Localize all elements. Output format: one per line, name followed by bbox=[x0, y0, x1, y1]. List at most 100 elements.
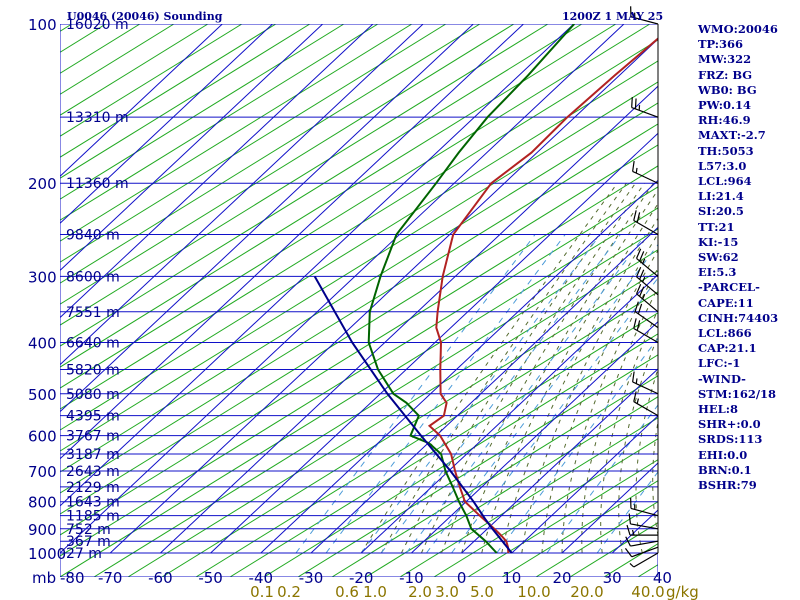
dry-adiabat bbox=[501, 480, 658, 577]
wind-barb-staff bbox=[630, 507, 659, 517]
moist-adiabat bbox=[360, 182, 618, 554]
pressure-tick-label: 1000 bbox=[28, 545, 66, 563]
dry-adiabat bbox=[93, 228, 658, 577]
isotherm bbox=[60, 24, 625, 554]
height-label: 16020 m bbox=[66, 17, 129, 33]
wind-barb-flag bbox=[637, 303, 643, 315]
pressure-tick-label: 600 bbox=[28, 428, 57, 446]
isotherm bbox=[60, 24, 524, 460]
mixing-ratio-label: 5.0 bbox=[470, 583, 494, 600]
pressure-tick-label: 100 bbox=[28, 16, 57, 34]
wind-barb-staff bbox=[634, 311, 659, 329]
pressure-unit-label: mb bbox=[32, 569, 56, 587]
index-item: KI:-15 bbox=[698, 234, 739, 249]
dry-adiabat bbox=[331, 375, 658, 577]
index-item: SI:20.5 bbox=[698, 204, 744, 219]
pressure-tick-label: 700 bbox=[28, 463, 57, 481]
wind-barb-flag bbox=[633, 391, 637, 402]
isotherm bbox=[60, 24, 273, 225]
dry-adiabat bbox=[60, 24, 549, 326]
mixing-ratio-unit: g/kg bbox=[666, 583, 699, 600]
wind-barb-flag bbox=[634, 98, 637, 109]
wind-barb bbox=[625, 536, 659, 547]
wind-barb bbox=[635, 248, 659, 277]
wind-barb-staff bbox=[636, 293, 659, 313]
wind-barb-staff bbox=[631, 107, 659, 118]
dry-adiabat bbox=[467, 459, 658, 577]
mixing-ratio-label: 2.0 bbox=[408, 583, 432, 600]
index-item: MW:322 bbox=[698, 52, 752, 67]
height-labels: 16020 m 13310 m 11360 m 9840 m 8600 m 7551 m 6… bbox=[66, 17, 129, 562]
index-item: BRN:0.1 bbox=[698, 462, 752, 477]
mixing-ratio-label: 3.0 bbox=[435, 583, 459, 600]
height-label: 8600 m bbox=[66, 269, 120, 285]
dry-adiabat bbox=[161, 270, 658, 577]
height-label: 2643 m bbox=[66, 464, 120, 480]
dry-adiabat bbox=[60, 81, 658, 452]
dry-adiabat bbox=[60, 24, 379, 221]
station-title: U0046 (20046) Sounding bbox=[67, 10, 223, 23]
pressure-tick-label: 300 bbox=[28, 268, 57, 286]
background-grid bbox=[60, 24, 658, 577]
dry-adiabat bbox=[60, 24, 311, 179]
moist-adiabat bbox=[420, 182, 645, 554]
isotherm bbox=[60, 24, 424, 366]
wind-barb-staff bbox=[633, 401, 659, 417]
isotherm bbox=[60, 24, 374, 319]
dry-adiabat bbox=[60, 24, 651, 389]
wind-barb bbox=[630, 6, 659, 25]
height-label: 27 m bbox=[66, 546, 102, 562]
wind-barb-halfflag bbox=[636, 398, 640, 404]
mixing-ratio-label: 20.0 bbox=[570, 583, 603, 600]
wind-barb-flag bbox=[628, 513, 632, 525]
index-item: WMO:20046 bbox=[698, 22, 778, 36]
temperature-axis-labels: mb -80 -70 -60 -50 -40 -30 -20 -10 0 10 20 30 40 bbox=[32, 569, 672, 587]
dry-adiabat bbox=[60, 24, 515, 305]
isotherm bbox=[411, 320, 658, 554]
wind-barb-flag bbox=[636, 320, 641, 331]
temperature-tick-label: -20 bbox=[349, 569, 374, 587]
wind-barb-flag bbox=[634, 301, 639, 312]
wind-barb-staff bbox=[633, 552, 659, 568]
index-item: SRDS:113 bbox=[698, 432, 763, 447]
index-item: BSHR:79 bbox=[698, 478, 757, 493]
index-item: EHI:0.0 bbox=[698, 447, 748, 462]
wind-barb-staff bbox=[630, 523, 659, 530]
wind-barb bbox=[635, 266, 659, 296]
wind-barb bbox=[633, 318, 659, 344]
temperature-tick-label: -10 bbox=[399, 569, 424, 587]
index-item: LFC:-1 bbox=[698, 356, 741, 371]
wind-barb bbox=[628, 513, 659, 530]
wind-barb-staff bbox=[633, 219, 659, 236]
index-item: LI:21.4 bbox=[698, 189, 744, 204]
height-label: 11360 m bbox=[66, 176, 129, 192]
wind-barb-halfflag bbox=[642, 276, 646, 283]
wind-barb-staff bbox=[630, 540, 659, 547]
wind-barbs bbox=[624, 6, 659, 568]
wind-barb bbox=[632, 160, 659, 184]
index-item: CINH:74403 bbox=[698, 310, 779, 325]
wind-barb bbox=[626, 524, 658, 536]
height-label: 13310 m bbox=[66, 110, 129, 126]
pressure-tick-label: 500 bbox=[28, 386, 57, 404]
wind-barb-flag bbox=[633, 318, 637, 329]
wind-barb-halfflag bbox=[635, 378, 638, 384]
dry-adiabat bbox=[60, 24, 345, 200]
temperature-tick-label: -70 bbox=[98, 569, 123, 587]
height-label: 2129 m bbox=[66, 480, 120, 496]
wind-barb bbox=[631, 97, 659, 118]
dry-adiabat bbox=[229, 312, 658, 577]
dewpoint-line bbox=[367, 24, 575, 554]
index-item: SW:62 bbox=[698, 250, 739, 265]
temperature-tick-label: -50 bbox=[198, 569, 223, 587]
wind-barb bbox=[634, 301, 659, 329]
index-item: -WIND- bbox=[698, 371, 746, 386]
index-item: EI:5.3 bbox=[698, 265, 737, 280]
height-label: 752 m bbox=[66, 522, 111, 538]
index-item: HEL:8 bbox=[698, 402, 738, 417]
height-label: 3187 m bbox=[66, 447, 120, 463]
wind-barb bbox=[624, 546, 659, 558]
wind-barb-staff bbox=[630, 16, 659, 25]
